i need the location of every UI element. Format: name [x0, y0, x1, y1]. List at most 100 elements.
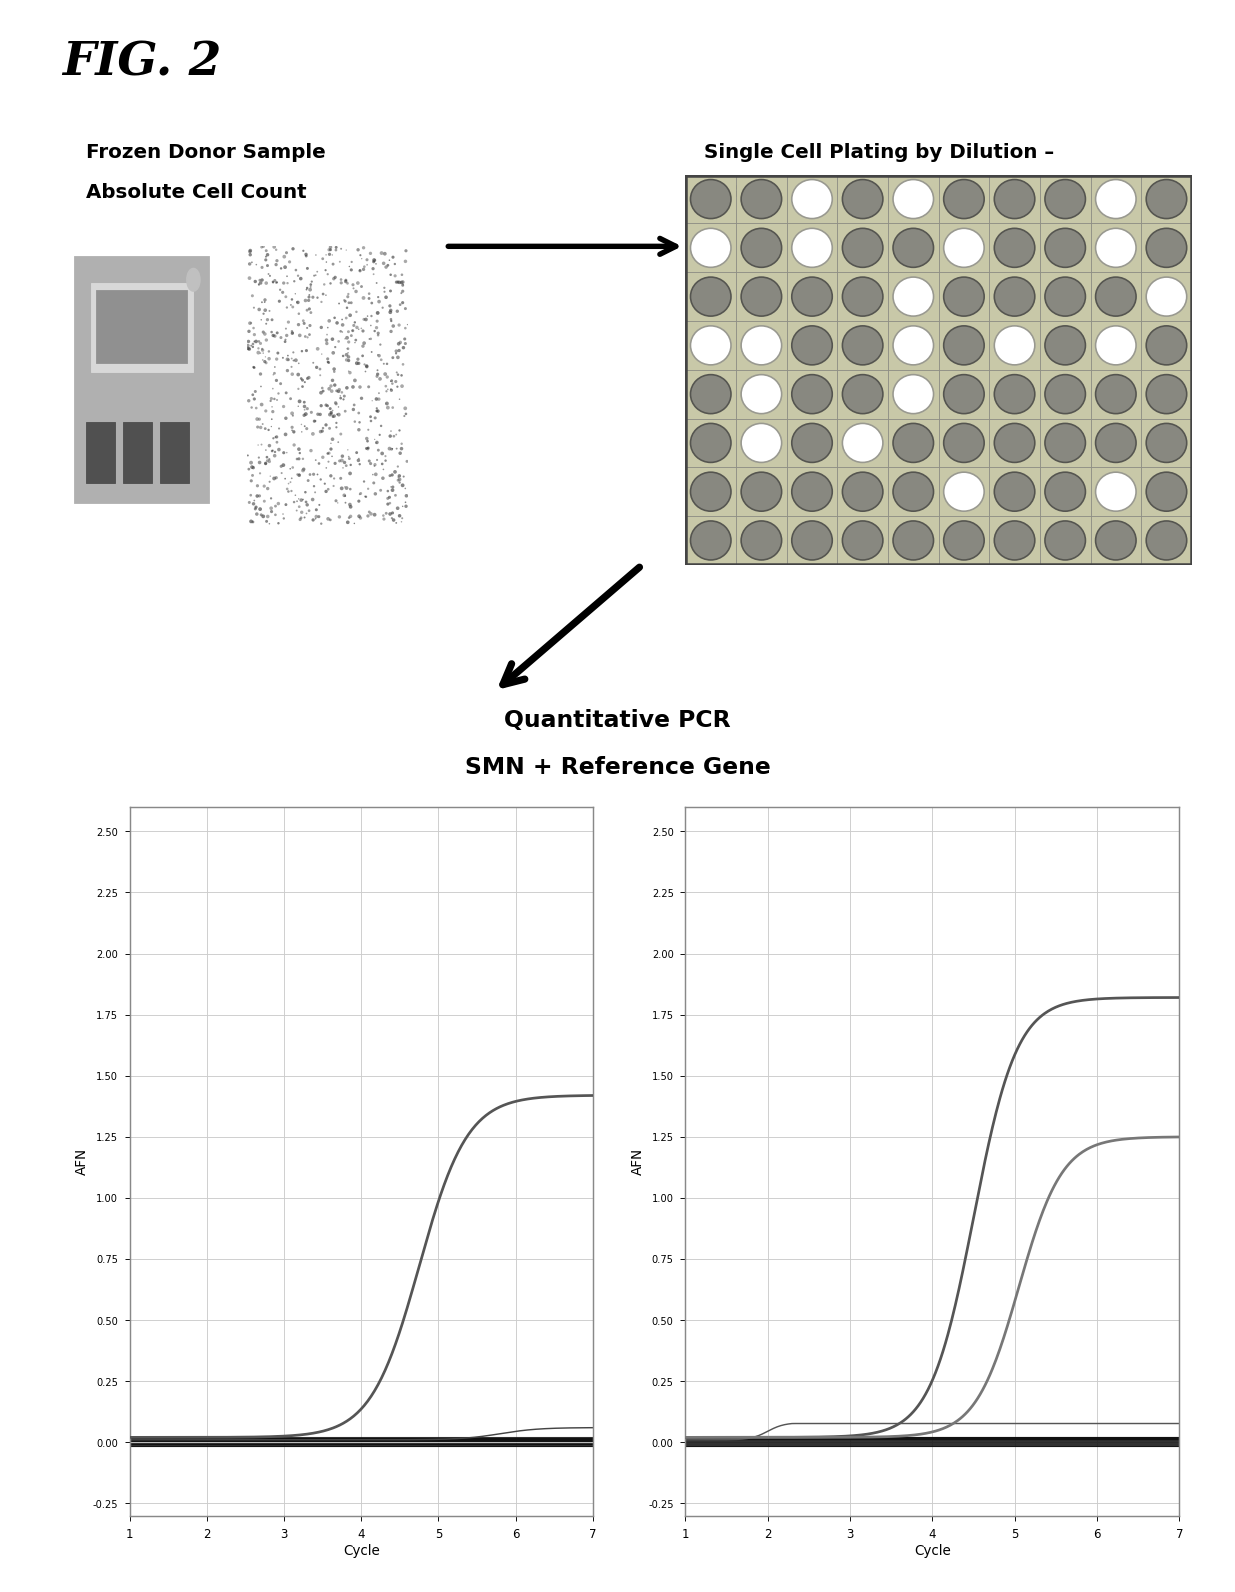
Point — [341, 302, 361, 328]
Text: Single Cell Plating by Dilution –: Single Cell Plating by Dilution – — [704, 143, 1055, 162]
Point — [337, 336, 357, 361]
Point — [369, 344, 389, 369]
Point — [272, 460, 291, 486]
Point — [382, 436, 401, 462]
Point — [337, 376, 357, 401]
Circle shape — [893, 521, 934, 560]
Point — [377, 285, 396, 310]
Point — [326, 390, 346, 416]
Point — [383, 314, 403, 339]
Point — [262, 307, 282, 333]
Point — [325, 404, 345, 430]
Point — [280, 470, 300, 495]
Point — [256, 416, 275, 441]
Bar — [1091, 369, 1141, 419]
Point — [272, 256, 291, 282]
Point — [385, 460, 405, 486]
Bar — [1091, 419, 1141, 468]
Point — [326, 237, 346, 263]
Point — [283, 419, 303, 444]
Point — [310, 403, 330, 428]
Point — [351, 506, 370, 532]
Circle shape — [944, 423, 984, 463]
Point — [241, 468, 261, 494]
Point — [388, 454, 408, 479]
Point — [353, 256, 373, 282]
Point — [322, 427, 342, 452]
Bar — [939, 322, 989, 369]
Point — [308, 336, 327, 361]
Point — [268, 341, 288, 366]
Bar — [989, 468, 1040, 516]
Point — [362, 388, 382, 414]
Point — [395, 490, 415, 516]
Point — [249, 267, 269, 293]
Point — [363, 462, 383, 487]
Point — [291, 487, 311, 513]
Point — [288, 462, 308, 487]
Text: Absolute Cell Count: Absolute Cell Count — [86, 183, 308, 202]
Point — [358, 436, 378, 462]
Point — [348, 237, 368, 263]
Point — [249, 272, 269, 298]
Point — [338, 282, 358, 307]
Point — [294, 310, 314, 336]
Point — [258, 449, 278, 474]
Point — [390, 293, 410, 318]
Point — [266, 267, 285, 293]
Point — [238, 333, 258, 358]
Point — [266, 355, 285, 380]
Point — [353, 236, 373, 261]
Point — [368, 438, 388, 463]
Point — [315, 471, 335, 497]
Point — [261, 486, 280, 511]
Point — [248, 272, 268, 298]
Point — [341, 452, 361, 478]
Point — [259, 449, 279, 474]
Point — [299, 468, 319, 494]
Point — [372, 441, 391, 466]
Point — [364, 318, 384, 344]
Point — [391, 363, 411, 388]
Point — [287, 290, 306, 315]
Point — [256, 350, 275, 376]
Circle shape — [792, 229, 832, 267]
Point — [374, 280, 394, 306]
Point — [248, 414, 268, 439]
Point — [340, 492, 359, 517]
Point — [359, 282, 379, 307]
Point — [343, 272, 363, 298]
Circle shape — [1095, 180, 1136, 220]
Point — [324, 341, 343, 366]
Point — [293, 458, 312, 484]
Point — [289, 301, 309, 326]
Circle shape — [842, 229, 883, 267]
Circle shape — [1146, 326, 1187, 365]
Point — [279, 471, 299, 497]
Point — [266, 425, 285, 451]
Point — [337, 476, 357, 501]
Point — [369, 422, 389, 447]
Point — [317, 441, 337, 466]
Point — [359, 500, 379, 525]
Bar — [1141, 468, 1192, 516]
Point — [274, 395, 294, 420]
Point — [378, 479, 398, 505]
Point — [325, 360, 345, 385]
Point — [238, 336, 258, 361]
Point — [391, 263, 411, 288]
Bar — [787, 369, 837, 419]
Point — [357, 253, 377, 279]
Point — [249, 484, 269, 509]
Point — [378, 253, 398, 279]
Bar — [888, 369, 939, 419]
Bar — [888, 175, 939, 224]
Point — [314, 416, 333, 441]
Point — [326, 416, 346, 441]
Circle shape — [994, 423, 1035, 463]
Point — [390, 330, 410, 355]
Point — [341, 290, 361, 315]
Bar — [1141, 369, 1192, 419]
Point — [358, 436, 378, 462]
Point — [242, 250, 262, 275]
